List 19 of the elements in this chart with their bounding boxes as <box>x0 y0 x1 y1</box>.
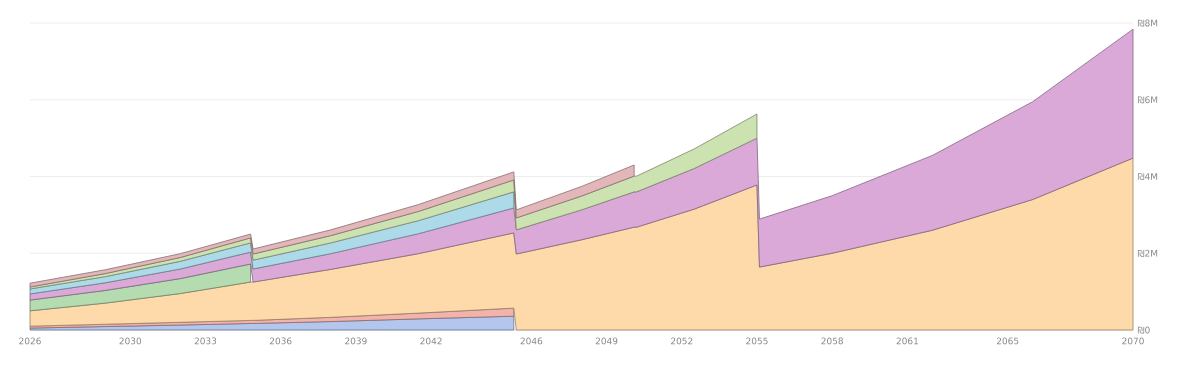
x-tick-label: 2058 <box>821 337 843 345</box>
x-tick-label: 2046 <box>520 337 543 345</box>
x-tick-label: 2061 <box>896 337 918 345</box>
x-tick-label: 2033 <box>194 337 217 345</box>
x-tick-label: 2052 <box>671 337 693 345</box>
x-tick-label: 2042 <box>420 337 442 345</box>
x-tick-label: 2026 <box>19 337 41 345</box>
x-tick-label: 2036 <box>269 337 292 345</box>
x-tick-label: 2055 <box>746 337 768 345</box>
y-tick-label: ₪8M <box>1137 19 1158 27</box>
x-tick-label: 2039 <box>345 337 367 345</box>
x-tick-label: 2030 <box>119 337 142 345</box>
y-tick-label: ₪0 <box>1137 326 1150 334</box>
x-tick-label: 2070 <box>1122 337 1144 345</box>
y-tick-label: ₪6M <box>1137 96 1158 104</box>
x-tick-label: 2049 <box>595 337 618 345</box>
y-tick-label: ₪4M <box>1137 173 1158 180</box>
y-tick-label: ₪2M <box>1137 249 1158 257</box>
x-tick-label: 2065 <box>996 337 1019 345</box>
